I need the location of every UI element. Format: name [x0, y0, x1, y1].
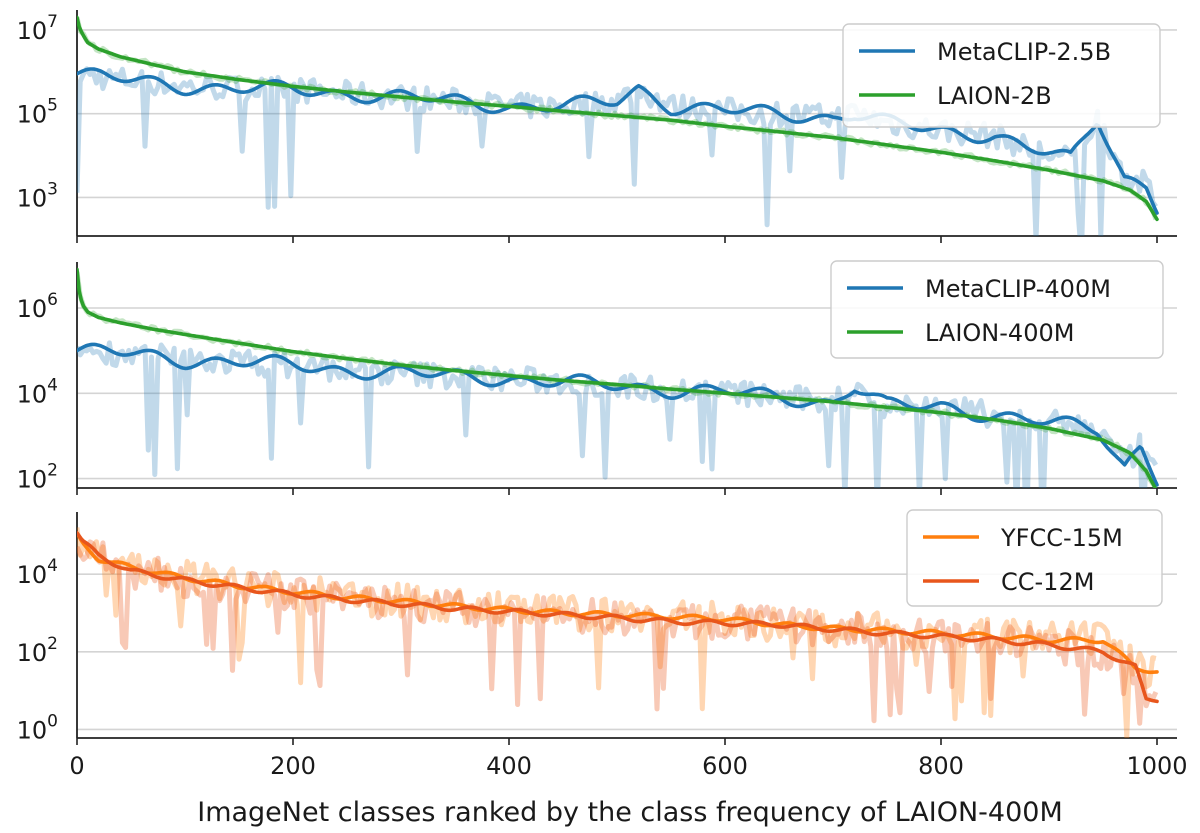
y-tick-exponent: 2 — [47, 634, 58, 654]
y-tick-base: 10 — [17, 101, 48, 129]
x-tick-label: 800 — [918, 752, 964, 780]
y-tick-label: 100 — [17, 711, 58, 744]
legend-label: MetaCLIP-400M — [925, 275, 1111, 303]
y-tick-exponent: 4 — [47, 556, 58, 576]
series-raw-trace — [77, 539, 1159, 726]
y-tick-base: 10 — [17, 295, 48, 323]
legend-label: YFCC-15M — [1000, 524, 1123, 552]
series-line — [77, 531, 1159, 704]
legend-label: CC-12M — [1001, 568, 1094, 596]
x-tick-label: 400 — [486, 752, 532, 780]
series-line — [77, 267, 1158, 488]
series-line — [77, 67, 1159, 215]
y-tick-exponent: 2 — [47, 461, 58, 481]
x-tick-label: 0 — [69, 752, 84, 780]
y-tick-base: 10 — [17, 716, 48, 744]
x-tick-label: 200 — [270, 752, 316, 780]
y-tick-exponent: 4 — [47, 375, 58, 395]
y-tick-exponent: 7 — [47, 12, 58, 32]
series-line — [77, 342, 1159, 487]
y-tick-exponent: 5 — [47, 96, 58, 116]
y-tick-base: 10 — [17, 639, 48, 667]
y-tick-exponent: 6 — [47, 290, 58, 310]
y-tick-label: 106 — [17, 290, 58, 323]
y-tick-base: 10 — [17, 466, 48, 494]
y-tick-label: 102 — [17, 461, 58, 494]
legend: MetaCLIP-400M LAION-400M — [830, 260, 1164, 359]
legend-label: LAION-400M — [925, 319, 1074, 347]
series-raw-trace — [77, 340, 1159, 488]
x-axis-label: ImageNet classes ranked by the class fre… — [197, 797, 1063, 828]
y-tick-base: 10 — [17, 184, 48, 212]
x-tick-label: 1000 — [1126, 752, 1187, 780]
y-tick-label: 107 — [17, 12, 58, 45]
plot-area — [77, 15, 1159, 236]
legend: MetaCLIP-2.5B LAION-2B — [842, 23, 1161, 128]
y-tick-exponent: 0 — [47, 711, 58, 731]
y-tick-base: 10 — [17, 380, 48, 408]
y-tick-label: 103 — [17, 179, 58, 212]
legend: YFCC-15M CC-12M — [906, 509, 1163, 607]
y-tick-label: 104 — [17, 556, 58, 589]
series-line — [77, 15, 1159, 222]
y-tick-base: 10 — [17, 17, 48, 45]
legend-box — [830, 260, 1164, 359]
plot-area — [77, 527, 1159, 738]
legend-box — [842, 23, 1161, 128]
y-tick-label: 102 — [17, 634, 58, 667]
y-tick-exponent: 3 — [47, 179, 58, 199]
plot-area — [77, 267, 1159, 488]
y-tick-base: 10 — [17, 561, 48, 589]
y-tick-label: 105 — [17, 96, 58, 129]
legend-label: LAION-2B — [937, 82, 1052, 110]
x-tick-label: 600 — [702, 752, 748, 780]
y-tick-label: 104 — [17, 375, 58, 408]
legend-label: MetaCLIP-2.5B — [937, 38, 1111, 66]
